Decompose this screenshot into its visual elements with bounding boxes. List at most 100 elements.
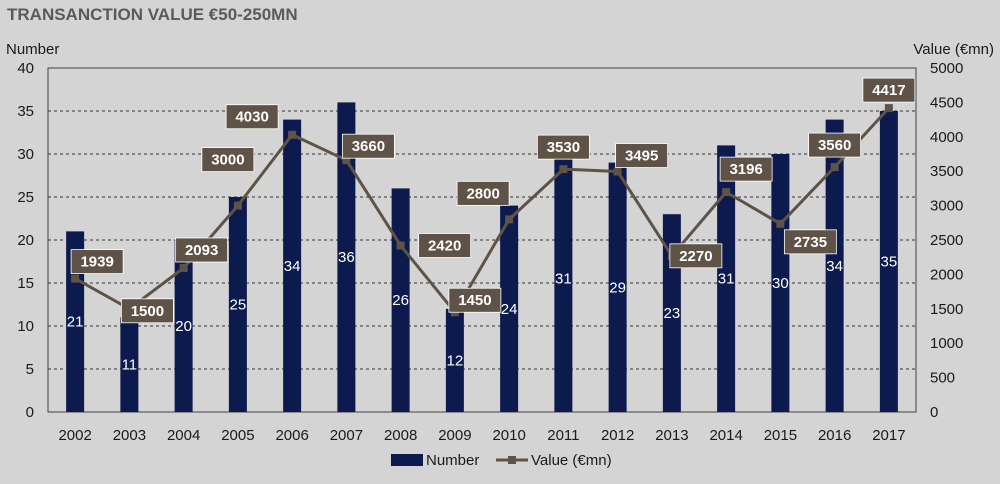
y-right-tick-label: 500 <box>930 370 955 387</box>
y-right-tick-label: 4000 <box>930 129 963 146</box>
value-label-box <box>456 180 510 206</box>
x-tick-label: 2008 <box>384 427 417 444</box>
value-marker-2002 <box>71 274 80 283</box>
bar-value-label: 25 <box>230 297 247 314</box>
bar-series <box>66 102 898 413</box>
y-right-tick-label: 1000 <box>930 335 963 352</box>
bar-value-label: 12 <box>447 352 464 369</box>
value-marker-2008 <box>396 241 405 250</box>
bar-2006 <box>283 119 302 412</box>
x-tick-label: 2004 <box>167 427 200 444</box>
value-label-box <box>418 233 472 258</box>
y-left-tick-label: 25 <box>17 189 34 206</box>
value-label: 3530 <box>547 139 580 156</box>
y-left-tick-label: 20 <box>17 232 34 249</box>
value-label-box <box>615 143 669 168</box>
y-right-axis-title: Value (€mn) <box>913 41 994 58</box>
value-label: 1450 <box>458 292 491 309</box>
bar-value-label: 35 <box>881 254 898 271</box>
value-marker-2015 <box>776 219 785 228</box>
bar-2005 <box>228 197 247 412</box>
y-left-tick-label: 35 <box>17 103 34 120</box>
x-tick-label: 2011 <box>547 427 579 444</box>
value-label: 2093 <box>185 242 218 259</box>
y-right-tick-label: 3500 <box>930 163 963 180</box>
value-label: 3196 <box>729 161 762 178</box>
y-right-tick-label: 3000 <box>930 198 963 215</box>
y-left-tick-label: 30 <box>17 146 34 163</box>
data-labels: 21 11 20 25 34 36 26 12 24 31 29 23 31 30 34 35 1939 1500… <box>67 77 916 374</box>
value-label: 3560 <box>818 137 851 154</box>
bar-2004 <box>174 240 193 412</box>
y-left-tick-label: 10 <box>17 318 34 335</box>
value-label-box <box>669 243 723 269</box>
bar-value-label: 34 <box>284 258 301 275</box>
y-left-tick-label: 15 <box>17 275 34 292</box>
bar-value-label: 21 <box>67 314 84 331</box>
bar-value-label: 29 <box>609 279 626 296</box>
bar-2011 <box>554 145 573 412</box>
chart-title: TRANSANCTION VALUE €50-250MN <box>7 5 298 24</box>
value-marker-2007 <box>342 156 351 165</box>
bar-value-label: 23 <box>664 305 681 322</box>
value-marker-2016 <box>830 163 839 172</box>
value-label-box <box>719 156 773 182</box>
x-tick-label: 2015 <box>764 427 797 444</box>
value-marker-2011 <box>559 165 568 174</box>
value-marker-2005 <box>233 201 242 210</box>
legend-label-value: Value (€mn) <box>531 452 612 469</box>
bar-2003 <box>120 317 139 412</box>
value-marker-2010 <box>505 215 514 224</box>
x-tick-label: 2016 <box>818 427 851 444</box>
x-tick-label: 2014 <box>709 427 742 444</box>
y-left-axis-title: Number <box>6 41 59 58</box>
x-tick-label: 2007 <box>330 427 363 444</box>
bar-value-label: 31 <box>555 271 572 288</box>
bar-2012 <box>608 162 627 412</box>
value-marker-2014 <box>722 188 731 197</box>
value-label-box <box>201 147 255 173</box>
value-label-box <box>862 77 916 103</box>
x-tick-label: 2005 <box>221 427 254 444</box>
value-marker-2004 <box>179 264 188 273</box>
value-line-series <box>71 104 893 317</box>
legend-swatch-number <box>391 454 423 466</box>
value-label-box <box>808 132 862 158</box>
legend[interactable]: Number Value (€mn) <box>391 452 612 469</box>
bar-2016 <box>825 119 844 412</box>
value-label-box <box>175 237 229 263</box>
bar-2008 <box>391 188 410 412</box>
y-right-tick-label: 2500 <box>930 232 963 249</box>
x-tick-label: 2003 <box>113 427 146 444</box>
value-marker-2006 <box>288 130 297 139</box>
value-marker-2017 <box>884 104 893 113</box>
y-left-tick-label: 0 <box>26 404 34 421</box>
bar-2002 <box>66 231 85 412</box>
bar-value-label: 31 <box>718 271 735 288</box>
value-label: 1500 <box>131 303 164 320</box>
value-label: 2270 <box>679 248 712 265</box>
y-left-tick-label: 5 <box>26 361 34 378</box>
bar-value-label: 11 <box>122 357 138 374</box>
value-label: 3495 <box>625 148 658 165</box>
x-tick-label: 2013 <box>655 427 688 444</box>
y-right-tick-label: 2000 <box>930 266 963 283</box>
bar-value-label: 26 <box>392 292 409 309</box>
bar-2009 <box>445 308 464 412</box>
value-label: 3000 <box>211 152 244 169</box>
bar-value-label: 24 <box>501 301 518 318</box>
value-label-box <box>225 104 279 130</box>
x-tick-label: 2002 <box>58 427 91 444</box>
axes: 0 5 10 15 20 25 30 35 40 0 500 1000 1500 2000 2500 3000… <box>6 41 994 444</box>
value-label: 4417 <box>872 82 905 99</box>
x-tick-label: 2010 <box>492 427 525 444</box>
legend-swatch-value-marker <box>508 456 516 464</box>
value-label-box <box>448 287 502 313</box>
bar-value-label: 30 <box>772 275 789 292</box>
bar-value-label: 20 <box>175 318 192 335</box>
value-label-box <box>120 298 174 324</box>
y-right-tick-label: 4500 <box>930 94 963 111</box>
legend-label-number: Number <box>426 452 479 469</box>
value-label: 2800 <box>466 185 499 202</box>
value-label: 4030 <box>235 109 268 126</box>
